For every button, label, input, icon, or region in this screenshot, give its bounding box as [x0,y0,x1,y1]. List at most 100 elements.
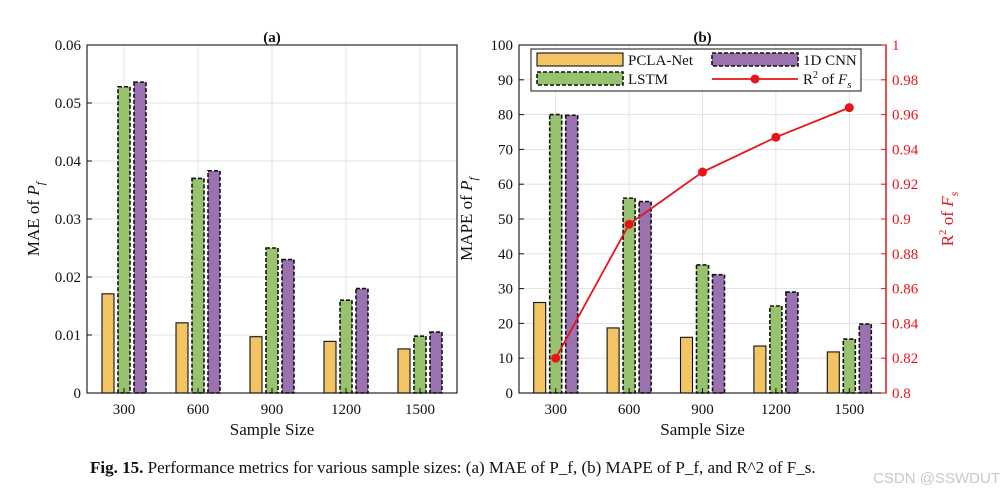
panel-b-ytick-label: 0 [506,386,514,402]
panel-b-y2tick-label: 0.84 [892,316,919,332]
legend-swatch-lstm [536,71,624,86]
panel-b-bar-lstm [769,305,783,394]
panel-a-ytick-label: 0.04 [55,154,82,170]
panel-b-y2tick-label: 0.86 [892,282,919,298]
panel-b-y2label: R2 of Fs [937,191,961,246]
panel-a-bar-pcla-net [249,336,263,394]
panel-b-ytick-label: 50 [498,212,513,228]
legend-swatch-r2-marker [750,74,760,84]
panel-a-bar-pcla-net [323,340,337,394]
panel-b-ytick-label: 40 [498,247,513,263]
panel-b-title: (b) [693,30,711,46]
legend-swatch-1d-cnn [711,52,799,67]
figure-caption: Fig. 15. Performance metrics for various… [90,458,816,478]
panel-b-bar-pcla-net [679,336,694,394]
caption-text: Performance metrics for various sample s… [147,458,816,477]
panel-b-ylabel-text: MAPE of [457,191,476,261]
panel-b-y2label-text: R [938,234,957,246]
panel-a-ylabel-text: MAE of [24,196,43,256]
panel-a-bar-pcla-net [101,293,115,394]
legend-r2-text: R [803,72,813,88]
watermark: CSDN @SSWDUT [873,470,1000,487]
panel-a-ytick-label: 0.02 [55,270,81,286]
panel-a-chart: 0 0.01 0.02 0.03 0.04 0.05 0.06 300 600 900 1200 15… [24,30,458,439]
panel-b-chart: 0 10 20 30 40 50 60 70 80 90 100 300 600 900 1200 1500 (… [457,30,961,439]
panel-b-bar-lstm [695,264,710,394]
panel-a-bar-1d-cnn [207,170,221,394]
panel-b-ytick-label: 70 [498,142,513,158]
panel-a-xlabel: Sample Size [230,420,315,439]
panel-b-y2label-symbol: F [938,196,957,208]
panel-b-bar-pcla-net [826,351,840,394]
panel-a-xtick-label: 900 [261,402,284,418]
panel-b-xtick-label: 1200 [761,402,791,418]
panel-b-legend: PCLA-Net 1D CNN LSTM R2 of Fs [530,48,862,92]
panel-a-xtick-label: 600 [187,402,210,418]
panel-b-y2tick-label: 1 [892,38,900,54]
panel-b-point-r2 [844,103,854,113]
panel-a-bar-lstm [339,299,353,394]
panel-b-ytick-label: 60 [498,177,513,193]
panel-b-bar-1d-cnn [564,114,579,394]
panel-a-title: (a) [263,30,281,46]
panel-b-bar-lstm [842,338,857,394]
panel-b-bar-1d-cnn [711,273,726,394]
panel-a-ytick-label: 0.06 [55,38,82,54]
panel-b-ytick-label: 100 [491,38,514,54]
panel-a-bar-lstm [191,177,205,394]
panel-a-ytick-label: 0.03 [55,212,81,228]
panel-b-bar-1d-cnn [638,200,652,394]
panel-b-bar-1d-cnn [858,323,873,394]
panel-b-ytick-label: 80 [498,108,513,124]
panel-a-bar-1d-cnn [133,81,147,394]
panel-a-xtick-label: 1200 [331,402,361,418]
panel-b-xtick-label: 600 [618,402,641,418]
legend-label-r2: R2 of Fs [803,70,851,91]
panel-b-xtick-label: 1500 [834,402,864,418]
panel-b-y2label-superscript: 2 [937,229,949,235]
panel-a-bar-1d-cnn [281,258,295,394]
legend-r2-subscript: s [847,79,851,91]
panel-b-ylabel-symbol: P [457,181,476,192]
panel-b-ytick-label: 20 [498,316,513,332]
panel-a-bar-1d-cnn [355,287,369,394]
legend-r2-symbol: F [837,72,848,88]
panel-b-bar-pcla-net [606,327,620,394]
legend-r2-superscript: 2 [813,70,818,81]
panel-a-ytick-label: 0.05 [55,96,81,112]
panel-b-y2tick-label: 0.92 [892,177,918,193]
panel-a-ytick-label: 0.01 [55,328,81,344]
panel-b-y2label-of: of [938,207,957,230]
panel-b-point-r2 [771,132,781,142]
caption-label: Fig. 15. [90,458,144,477]
panel-b-xlabel: Sample Size [660,420,745,439]
panel-b-xtick-label: 900 [691,402,714,418]
panel-b-y2tick-label: 0.82 [892,351,918,367]
panel-b-y2tick-label: 0.88 [892,247,918,263]
panel-b-ytick-label: 90 [498,73,513,89]
panel-b-y2tick-label: 0.9 [892,212,911,228]
panel-b-xtick-label: 300 [544,402,567,418]
panel-a-xtick-label: 300 [113,402,136,418]
panel-b-point-r2 [698,167,707,177]
panel-b-y2tick-label: 0.98 [892,73,918,89]
panel-b-ylabel: MAPE of Pf [457,176,480,261]
panel-a-ylabel: MAE of Pf [24,180,47,256]
legend-label-1d-cnn: 1D CNN [803,53,857,69]
legend-label-pcla-net: PCLA-Net [628,53,694,69]
panel-b-bar-pcla-net [753,345,767,394]
panel-b-point-r2 [624,219,634,229]
panel-b-ytick-label: 30 [498,282,513,298]
panel-a-bar-pcla-net [397,348,411,394]
panel-b-point-r2 [551,353,561,363]
panel-a-bar-pcla-net [175,322,189,394]
legend-label-lstm: LSTM [628,72,668,88]
panel-b-ytick-label: 10 [498,351,513,367]
panel-a-bar-1d-cnn [429,331,443,394]
panel-b-bar-pcla-net [533,301,547,394]
legend-r2-of: of [818,72,838,88]
panel-b-y2tick-label: 0.94 [892,142,919,158]
panel-a-bar-lstm [117,85,131,394]
panel-a-bar-lstm [413,335,427,394]
